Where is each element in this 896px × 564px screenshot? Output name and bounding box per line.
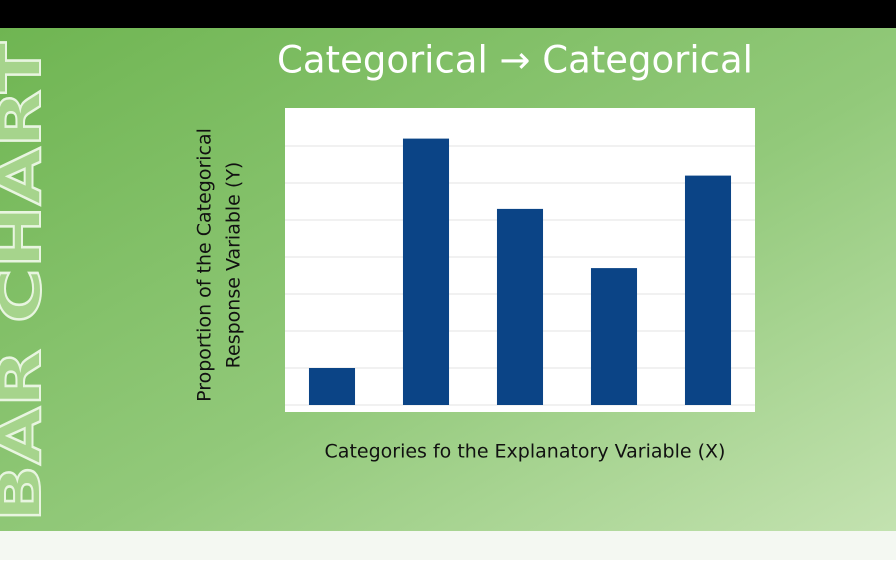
bar	[402, 138, 450, 405]
bar	[308, 368, 356, 405]
top-bar	[0, 0, 896, 28]
x-axis-label: Categories fo the Explanatory Variable (…	[325, 441, 726, 463]
side-label: BAR CHART	[0, 41, 54, 522]
bar	[496, 208, 544, 405]
y-axis-label: Proportion of the Categorical	[194, 128, 216, 402]
y-axis-label: Response Variable (Y)	[223, 162, 245, 369]
bar	[590, 268, 638, 405]
bar	[684, 175, 732, 405]
chart-title: Categorical → Categorical	[277, 39, 753, 82]
